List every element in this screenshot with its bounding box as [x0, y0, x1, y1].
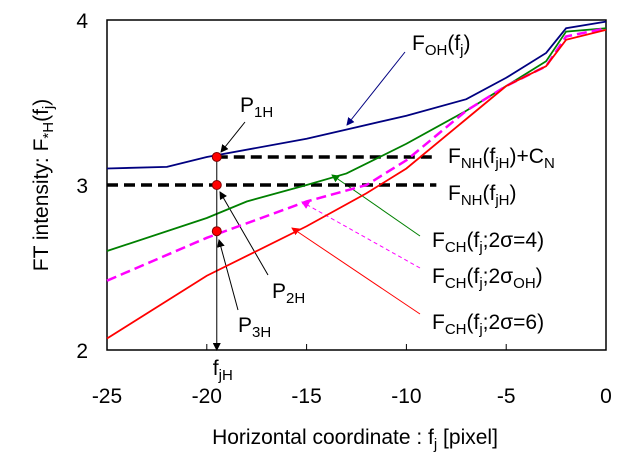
annotation-part: ) [510, 182, 517, 205]
point [211, 151, 222, 162]
series-line [106, 27, 607, 282]
annotation-part: CH [445, 275, 467, 292]
x-marker-label: fjH [213, 357, 233, 384]
annotation-part: ) [536, 265, 543, 288]
annotation-part: CH [445, 239, 467, 256]
x-tick-label: -15 [291, 385, 321, 408]
annotation-part: CH [445, 321, 467, 338]
y-axis-title-part: *H [40, 122, 57, 139]
y-axis-title: FT intensity: F*H(fj) [30, 99, 57, 272]
y-axis-title-part: ) [30, 99, 53, 106]
x-tick-label: -25 [92, 385, 122, 408]
annotation: FCH(fj;2σ=4) [432, 229, 544, 256]
x-axis-title-part: [pixel] [437, 426, 498, 449]
annotation-part: F [448, 182, 461, 205]
series-line [106, 29, 607, 340]
point-label: P3H [238, 314, 271, 341]
annotation-part: F [432, 265, 445, 288]
arrow [301, 201, 421, 269]
annotation-part: (f [467, 229, 480, 252]
annotation-part: (f [467, 311, 480, 334]
point-label-part: 2H [286, 290, 305, 307]
annotation: FOH(fj) [412, 32, 471, 59]
annotation-part: (f [483, 145, 496, 168]
annotation-part: j [478, 239, 482, 256]
arrow [220, 121, 246, 153]
annotation-part: j [459, 42, 463, 59]
x-marker-label-part: f [213, 357, 219, 380]
point-label: P1H [240, 94, 273, 121]
annotation-part: F [432, 229, 445, 252]
point-label-part: P [238, 314, 252, 337]
annotation-part: (f [483, 182, 496, 205]
y-axis-title-part: j [40, 106, 57, 110]
annotation-part: j [478, 275, 482, 292]
y-axis-title-part: (f [30, 109, 53, 122]
arrow [346, 51, 406, 126]
x-axis-title-part: j [433, 436, 437, 453]
annotation-part: F [432, 311, 445, 334]
annotation-part: NH [461, 155, 483, 172]
series-line [106, 27, 607, 252]
point-label: P2H [272, 280, 305, 307]
annotation-part: )+C [510, 145, 544, 168]
annotation-part: ;2σ [483, 265, 514, 288]
annotation-part: ;2σ=4) [483, 229, 544, 252]
annotation: FCH(fj;2σOH) [432, 265, 543, 292]
x-marker-label-part: jH [218, 367, 233, 384]
annotation-part: OH [513, 275, 536, 292]
arrow [219, 191, 269, 276]
annotation-part: (f [447, 32, 460, 55]
y-tick-label: 4 [76, 10, 88, 33]
y-tick-label: 3 [76, 175, 88, 198]
point-label-part: 3H [252, 324, 271, 341]
annotation: FCH(fj;2σ=6) [432, 311, 544, 338]
x-axis-title: Horizontal coordinate : fj [pixel] [212, 426, 498, 453]
x-tick-label: -20 [192, 385, 222, 408]
arrows [216, 51, 421, 315]
x-axis-title-part: Horizontal coordinate : f [212, 426, 434, 449]
point-label-part: 1H [254, 104, 273, 121]
x-tick-label: -5 [497, 385, 516, 408]
arrow [291, 227, 421, 315]
arrow [216, 239, 239, 311]
point [211, 226, 222, 237]
annotation-part: jH [494, 155, 509, 172]
annotation-part: j [478, 321, 482, 338]
annotation-part: F [412, 32, 425, 55]
y-tick-label: 2 [76, 340, 88, 363]
annotation-part: jH [494, 192, 509, 209]
annotation-part: ;2σ=6) [483, 311, 544, 334]
annotation-part: F [448, 145, 461, 168]
annotation: FNH(fjH) [448, 182, 517, 209]
annotation-part: N [544, 155, 555, 172]
x-tick-label: 0 [600, 385, 612, 408]
annotation: FNH(fjH)+CN [448, 145, 555, 172]
series-line [106, 20, 607, 170]
annotation-part: ) [464, 32, 471, 55]
x-tick-label: -10 [391, 385, 421, 408]
annotation-part: (f [467, 265, 480, 288]
point-label-part: P [272, 280, 286, 303]
annotation-part: NH [461, 192, 483, 209]
point [211, 180, 222, 190]
y-axis-title-part: FT intensity: F [30, 139, 53, 272]
point-label-part: P [240, 94, 254, 117]
annotation-part: OH [425, 42, 448, 59]
